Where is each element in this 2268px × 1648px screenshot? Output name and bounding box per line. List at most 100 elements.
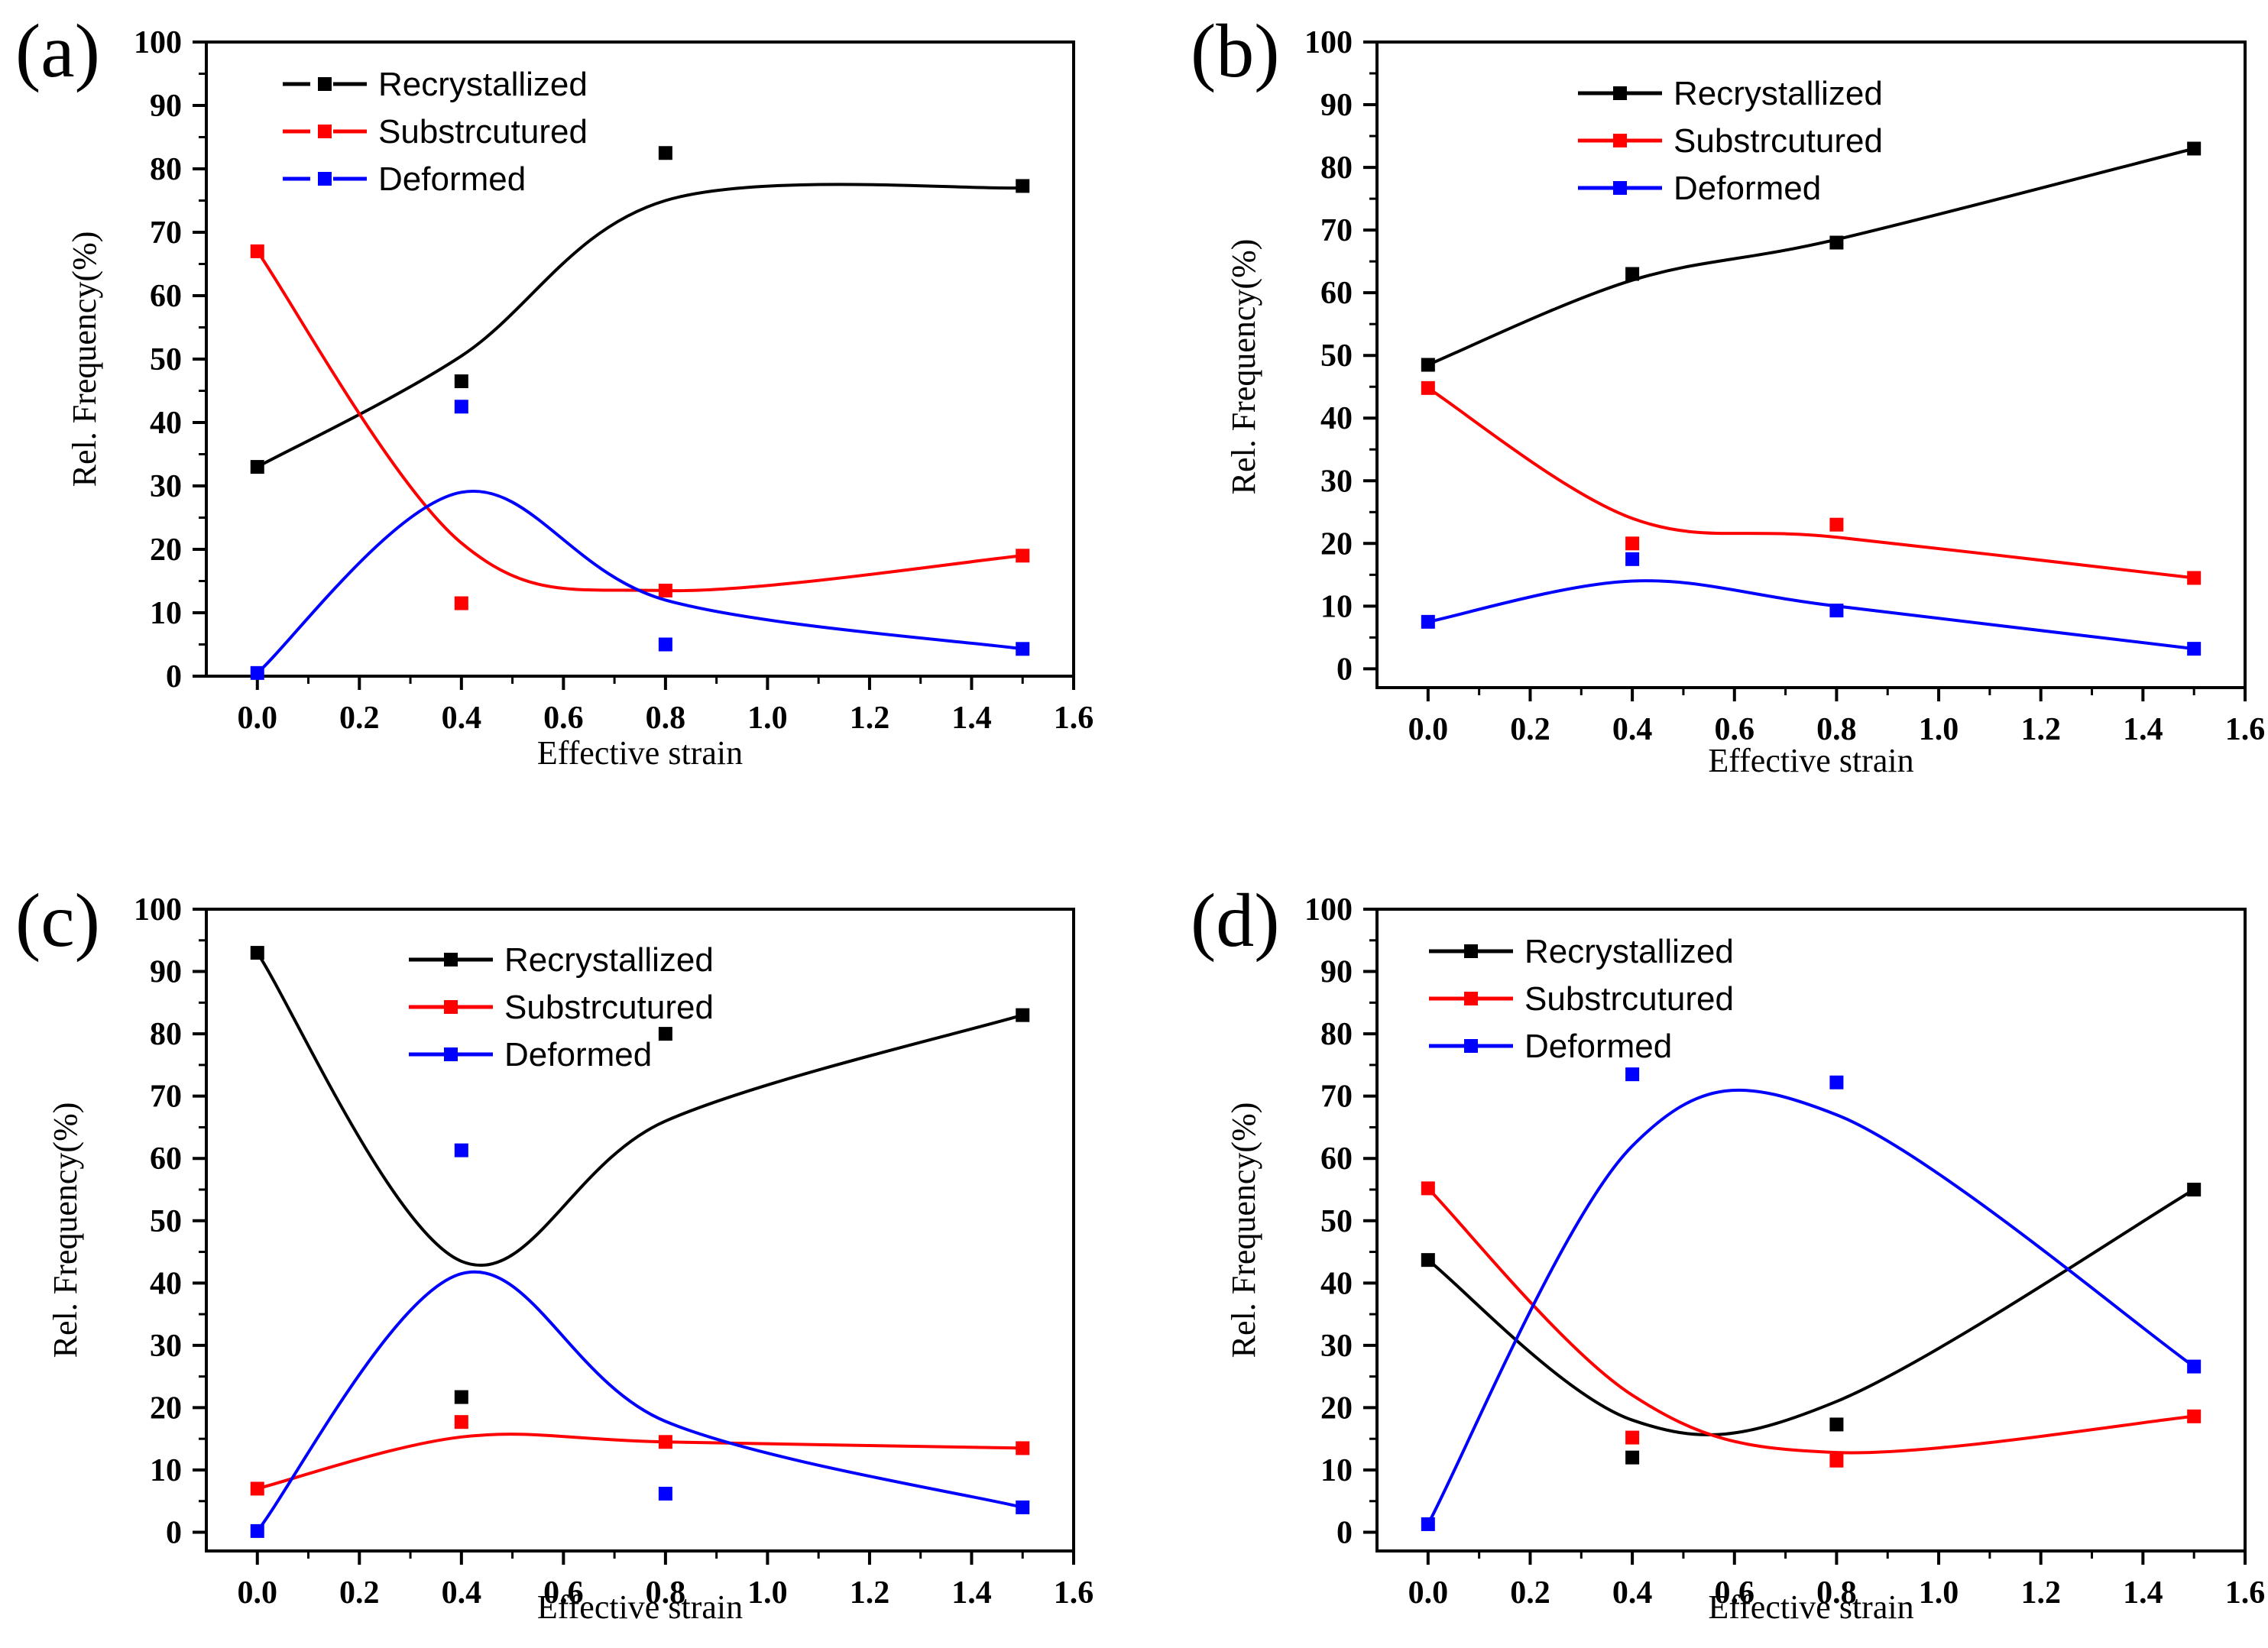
y-tick-label: 0 [1336,652,1353,687]
x-tick-label: 0.0 [1408,712,1449,747]
y-tick-label: 30 [1320,464,1353,499]
x-tick-label: 0.2 [339,701,380,736]
x-axis-label: Effective strain [1708,1588,1913,1626]
x-tick-label: 1.2 [2020,712,2061,747]
data-point-recrystallized [1421,1253,1435,1268]
x-tick-label: 0.8 [1816,1575,1857,1611]
fit-curve-deformed [1427,1088,2195,1525]
x-tick-label: 1.2 [850,701,890,736]
data-point-recrystallized [658,1027,672,1041]
x-tick-label: 0.0 [238,1575,278,1611]
data-point-substrcutured [658,583,672,597]
x-tick-label: 0.0 [238,701,278,736]
y-axis-label: Rel. Frequency(%) [1225,1102,1262,1358]
x-tick-label: 0.2 [1510,1575,1550,1611]
y-tick-label: 0 [166,1516,182,1551]
data-point-deformed [1016,642,1030,656]
data-point-recrystallized [2187,141,2202,156]
plot-frame [1375,908,2247,1552]
legend-marker [1613,86,1627,100]
legend-label: Deformed [1673,170,1821,207]
data-point-recrystallized [454,1390,468,1404]
x-axis-label: Effective strain [537,1588,743,1626]
data-point-substrcutured [454,1415,468,1429]
panel-label: (c) [15,878,100,963]
legend-marker [1464,992,1478,1005]
data-point-recrystallized [250,460,264,474]
legend-marker [1613,181,1627,195]
x-tick-label: 1.2 [850,1575,890,1611]
chart-panel-a: 0.0 0.2 0.4 0.6 0.8 1.0 1.2 1.4 1.6 0 10 20 30 40 50 60… [15,8,1094,772]
data-point-recrystallized [250,946,264,960]
y-tick-label: 80 [150,1017,182,1052]
y-axis-label: Rel. Frequency(%) [66,231,103,487]
y-tick-label: 90 [150,89,182,124]
legend-label: Deformed [1524,1028,1672,1065]
y-tick-label: 60 [1320,1141,1353,1177]
y-axis-label: Rel. Frequency(%) [47,1102,84,1358]
y-axis-label: Rel. Frequency(%) [1225,239,1262,495]
data-point-recrystallized [1829,235,1844,250]
data-point-deformed [2187,1359,2202,1374]
x-tick-label: 1.4 [951,1575,992,1611]
data-point-deformed [250,1523,264,1538]
data-point-deformed [1829,1075,1844,1089]
fit-curve-deformed [1427,579,2195,651]
legend-marker [318,77,332,91]
data-point-deformed [454,1143,468,1157]
x-tick-label: 1.0 [747,1575,788,1611]
data-point-deformed [1421,1517,1435,1531]
data-point-substrcutured [1421,1181,1435,1196]
data-point-deformed [1016,1500,1030,1514]
x-tick-label: 0.0 [1408,1575,1449,1611]
y-tick-label: 100 [134,892,182,928]
x-tick-label: 0.6 [543,1575,584,1611]
x-tick-label: 1.4 [2123,1575,2163,1611]
data-point-deformed [1421,614,1435,629]
legend-label: Recrystallized [1673,75,1883,112]
x-tick-label: 1.0 [747,701,788,736]
x-tick-label: 0.6 [543,701,584,736]
y-tick-label: 60 [150,279,182,314]
y-tick-label: 10 [1320,1453,1353,1488]
fit-curve-recrystallized [256,951,1023,1268]
fit-curve-recrystallized [256,183,1023,468]
y-tick-label: 50 [150,1204,182,1239]
x-tick-label: 0.4 [1612,1575,1653,1611]
legend-label: Recrystallized [1524,933,1734,970]
x-tick-label: 1.6 [1054,1575,1094,1611]
x-tick-label: 1.6 [2225,712,2266,747]
y-tick-label: 0 [166,659,182,694]
y-tick-label: 70 [150,1080,182,1115]
y-tick-label: 20 [1320,526,1353,562]
legend-label: Deformed [378,160,526,198]
data-point-recrystallized [2187,1182,2202,1196]
plot-frame [205,40,1075,678]
y-tick-label: 80 [150,152,182,187]
chart-panel-b: 0.0 0.2 0.4 0.6 0.8 1.0 1.2 1.4 1.6 0 10 20 30 40 50 60… [1191,8,2265,779]
data-point-recrystallized [1829,1417,1844,1432]
legend-marker [1464,944,1478,958]
legend-marker [444,1047,458,1061]
legend-label: Substrcutured [1673,122,1883,160]
data-point-recrystallized [1421,358,1435,372]
fit-curve-recrystallized [1427,1188,2195,1436]
legend-marker [318,125,332,138]
data-point-substrcutured [1829,517,1844,532]
fit-curve-deformed [256,489,1023,675]
legend-label: Recrystallized [504,941,714,979]
y-tick-label: 80 [1320,151,1353,186]
data-point-substrcutured [1016,1441,1030,1455]
y-tick-label: 70 [150,215,182,251]
x-tick-label: 0.4 [442,701,482,736]
y-tick-label: 40 [150,1266,182,1301]
x-axis-label: Effective strain [537,734,743,772]
data-point-recrystallized [1016,1008,1030,1022]
y-tick-label: 60 [150,1141,182,1177]
data-point-recrystallized [454,374,468,389]
y-tick-label: 20 [150,533,182,568]
x-tick-label: 1.0 [1919,712,1959,747]
y-tick-label: 90 [1320,955,1353,990]
chart-panel-d: 0.0 0.2 0.4 0.6 0.8 1.0 1.2 1.4 1.6 0 10 20 30 40 50 60… [1191,878,2265,1626]
x-tick-label: 1.4 [2123,712,2163,747]
